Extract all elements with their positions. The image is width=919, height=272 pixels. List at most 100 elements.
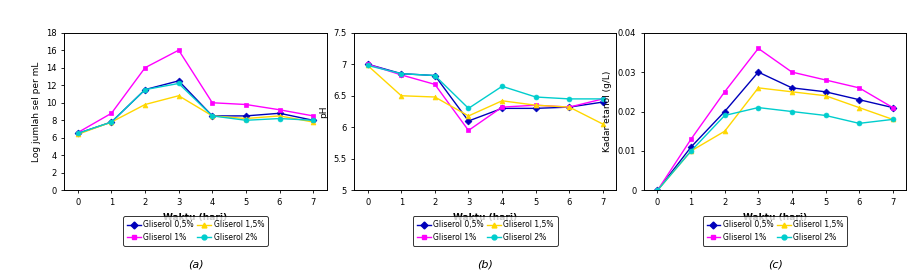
Legend: Gliserol 0,5%, Gliserol 1%, Gliserol 1,5%, Gliserol 2%: Gliserol 0,5%, Gliserol 1%, Gliserol 1,5… [413,217,557,246]
Gliserol 1% [462,129,473,132]
Gliserol 0,5% [274,112,285,115]
Gliserol 1,5% [240,117,251,120]
Gliserol 2% [140,88,151,91]
Line: Gliserol 0,5%: Gliserol 0,5% [365,62,605,123]
Gliserol 1,5% [307,120,318,124]
Gliserol 1,5% [429,95,440,99]
Gliserol 2% [429,74,440,77]
Gliserol 1% [719,90,730,94]
Gliserol 1,5% [685,149,696,153]
Gliserol 2% [395,72,406,75]
Gliserol 2% [106,120,117,124]
Gliserol 2% [853,122,864,125]
Gliserol 1% [496,106,507,109]
Line: Gliserol 2%: Gliserol 2% [75,81,315,136]
Gliserol 1% [207,101,218,104]
Gliserol 2% [652,189,663,192]
Line: Gliserol 0,5%: Gliserol 0,5% [654,70,894,193]
Line: Gliserol 1,5%: Gliserol 1,5% [654,85,894,193]
Gliserol 1,5% [853,106,864,109]
Y-axis label: Kadar etanol (g/L): Kadar etanol (g/L) [603,71,612,152]
Line: Gliserol 0,5%: Gliserol 0,5% [75,78,315,136]
Line: Gliserol 1,5%: Gliserol 1,5% [365,63,605,126]
Gliserol 1% [274,108,285,112]
Gliserol 1% [652,189,663,192]
Gliserol 1,5% [207,114,218,118]
Gliserol 0,5% [362,63,373,66]
Gliserol 1,5% [886,118,897,121]
Gliserol 1% [819,78,830,82]
Gliserol 2% [819,114,830,117]
Gliserol 1% [685,138,696,141]
Gliserol 1,5% [362,64,373,67]
Gliserol 0,5% [73,132,84,135]
Gliserol 1% [73,131,84,134]
Gliserol 0,5% [395,72,406,75]
Gliserol 1,5% [173,94,184,97]
X-axis label: Waktu (hari): Waktu (hari) [453,213,516,222]
Gliserol 1% [563,106,574,109]
Gliserol 1,5% [529,104,540,107]
Gliserol 0,5% [106,120,117,124]
Gliserol 1,5% [563,106,574,109]
Gliserol 1% [853,86,864,89]
X-axis label: Waktu (hari): Waktu (hari) [164,213,227,222]
Gliserol 2% [719,114,730,117]
Gliserol 1,5% [274,114,285,118]
Gliserol 0,5% [207,114,218,118]
Gliserol 0,5% [652,189,663,192]
Gliserol 2% [563,97,574,101]
Gliserol 1% [395,73,406,76]
Gliserol 1% [752,47,763,50]
Line: Gliserol 1%: Gliserol 1% [654,46,894,193]
X-axis label: Waktu (hari): Waktu (hari) [743,213,806,222]
Gliserol 1,5% [652,189,663,192]
Gliserol 1% [106,112,117,115]
Gliserol 0,5% [462,119,473,123]
Line: Gliserol 2%: Gliserol 2% [654,105,894,193]
Gliserol 1,5% [140,103,151,106]
Gliserol 2% [529,95,540,99]
Line: Gliserol 1%: Gliserol 1% [365,62,605,133]
Gliserol 1,5% [106,120,117,124]
Line: Gliserol 1%: Gliserol 1% [75,48,315,135]
Y-axis label: pH: pH [318,105,327,118]
Gliserol 1% [240,103,251,106]
Gliserol 1,5% [786,90,797,94]
Gliserol 1,5% [496,99,507,103]
Text: (a): (a) [187,259,203,269]
Text: (c): (c) [766,259,782,269]
Gliserol 0,5% [529,107,540,110]
Gliserol 2% [462,107,473,110]
Y-axis label: Log jumlah sel per mL: Log jumlah sel per mL [31,61,40,162]
Line: Gliserol 1,5%: Gliserol 1,5% [75,93,315,137]
Gliserol 2% [886,118,897,121]
Gliserol 1% [362,63,373,66]
Gliserol 2% [786,110,797,113]
Gliserol 1,5% [752,86,763,89]
Gliserol 1% [886,106,897,109]
Gliserol 1% [596,97,607,101]
Gliserol 2% [685,149,696,153]
Gliserol 1,5% [819,94,830,97]
Gliserol 1% [307,114,318,118]
Gliserol 0,5% [752,70,763,74]
Gliserol 2% [73,132,84,135]
Gliserol 2% [207,114,218,118]
Gliserol 1% [173,48,184,52]
Gliserol 0,5% [596,100,607,104]
Gliserol 2% [362,64,373,67]
Legend: Gliserol 0,5%, Gliserol 1%, Gliserol 1,5%, Gliserol 2%: Gliserol 0,5%, Gliserol 1%, Gliserol 1,5… [123,217,267,246]
Gliserol 2% [496,85,507,88]
Gliserol 0,5% [819,90,830,94]
Gliserol 0,5% [886,106,897,109]
Gliserol 2% [596,97,607,101]
Gliserol 1% [429,83,440,86]
Gliserol 1% [529,104,540,107]
Line: Gliserol 2%: Gliserol 2% [365,63,605,111]
Gliserol 2% [173,82,184,85]
Gliserol 0,5% [140,88,151,91]
Gliserol 1% [140,66,151,69]
Gliserol 0,5% [563,106,574,109]
Gliserol 1,5% [596,122,607,126]
